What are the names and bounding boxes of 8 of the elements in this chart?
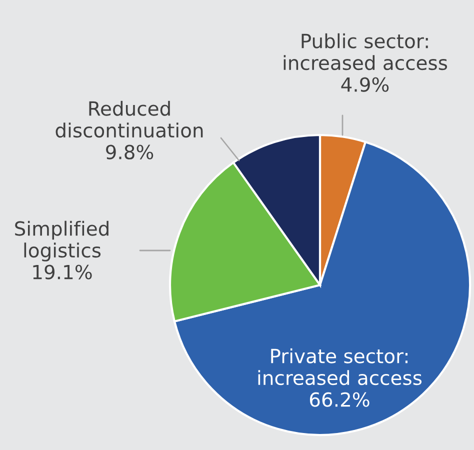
- data-label: 9.8%: [106, 144, 154, 160]
- data-label: 19.1%: [33, 264, 92, 280]
- slice-label: Private sector: increased access: [258, 348, 422, 386]
- slice-label: Simplified logistics: [15, 220, 108, 262]
- slice-label: Reduced discontinuation: [56, 100, 203, 138]
- data-label: 4.9%: [341, 77, 389, 92]
- slice-label: Public sector: increased access: [284, 33, 448, 70]
- data-label: 66.2%: [310, 392, 370, 407]
